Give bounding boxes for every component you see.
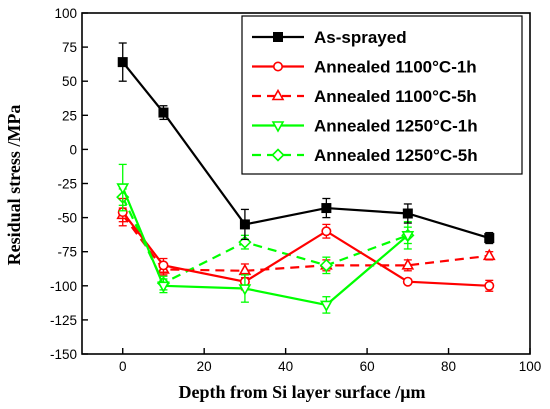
legend: As-sprayed Annealed 1100°C-1h Annealed 110… xyxy=(241,15,523,175)
ticks-group: 0 20 40 60 80 100 100 75 50 25 0 -25 -50 -75 -100 -125 -… xyxy=(50,6,541,374)
data-point xyxy=(238,284,252,296)
y-tick-label: -100 xyxy=(50,279,77,294)
legend-marker xyxy=(272,61,283,72)
data-point xyxy=(321,226,332,237)
data-point xyxy=(157,281,170,293)
series-group xyxy=(116,42,496,314)
data-point xyxy=(239,219,250,230)
data-point xyxy=(484,233,495,244)
data-point xyxy=(117,57,128,68)
data-point xyxy=(401,258,415,270)
y-axis-title: Residual stress /MPa xyxy=(4,105,24,266)
legend-marker xyxy=(271,121,285,133)
legend-label: Annealed 1100°C-5h xyxy=(314,87,477,106)
series-1 xyxy=(117,42,495,245)
data-point xyxy=(401,231,415,243)
series-line xyxy=(121,61,490,240)
y-tick-label: 25 xyxy=(62,108,77,123)
x-tick-label: 40 xyxy=(278,359,293,374)
y-tick-label: -150 xyxy=(50,347,77,362)
data-point xyxy=(402,208,413,219)
x-tick-label: 0 xyxy=(119,359,127,374)
data-point xyxy=(320,300,333,313)
legend-marker xyxy=(271,88,285,101)
x-tick-label: 100 xyxy=(519,359,542,374)
legend-label: Annealed 1250°C-1h xyxy=(314,117,478,136)
y-tick-label: -25 xyxy=(57,177,77,192)
y-tick-label: 50 xyxy=(62,74,77,89)
data-point xyxy=(158,107,169,118)
series-4 xyxy=(116,163,415,314)
legend-label: Annealed 1250°C-5h xyxy=(314,146,478,165)
y-tick-label: 100 xyxy=(54,6,77,21)
y-tick-label: 0 xyxy=(69,142,77,157)
y-tick-label: -50 xyxy=(57,211,77,226)
legend-marker xyxy=(273,32,283,42)
legend-label: As-sprayed xyxy=(314,28,407,47)
x-tick-label: 20 xyxy=(197,359,212,374)
data-point xyxy=(482,248,496,261)
data-point xyxy=(484,280,495,291)
data-point xyxy=(319,258,333,272)
x-tick-label: 80 xyxy=(441,359,456,374)
data-point xyxy=(116,183,130,195)
data-point xyxy=(158,260,169,271)
x-tick-label: 60 xyxy=(360,359,375,374)
legend-marker xyxy=(271,148,285,162)
series-2 xyxy=(117,197,495,292)
y-tick-label: 75 xyxy=(62,40,77,55)
y-tick-label: -75 xyxy=(57,245,77,260)
y-tick-label: -125 xyxy=(50,313,77,328)
series-line xyxy=(121,211,490,287)
legend-label: Annealed 1100°C-1h xyxy=(314,58,477,77)
data-point xyxy=(321,203,332,214)
data-point xyxy=(402,276,413,287)
x-axis-title: Depth from Si layer surface /μm xyxy=(179,382,426,402)
